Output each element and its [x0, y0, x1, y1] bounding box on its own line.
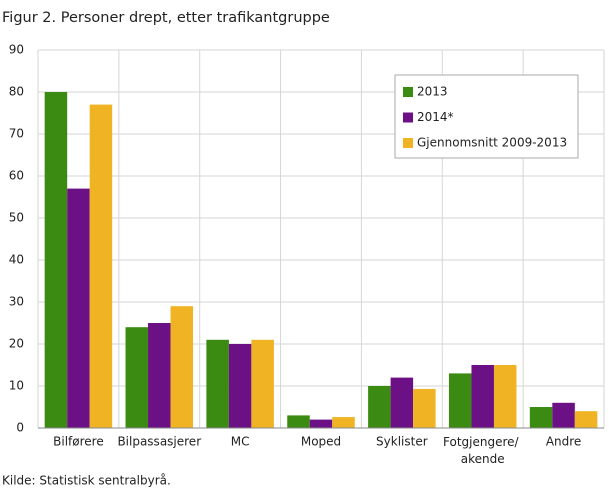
- legend-label: Gjennomsnitt 2009-2013: [417, 136, 567, 150]
- bar: [287, 415, 310, 428]
- bar: [493, 365, 517, 428]
- bar: [368, 386, 391, 428]
- bar: [251, 339, 274, 428]
- bar: [206, 339, 229, 428]
- legend-label: 2013: [417, 85, 448, 99]
- chart-title: Figur 2. Personer drept, etter trafikant…: [2, 10, 330, 26]
- bar: [529, 407, 553, 428]
- bar: [390, 377, 414, 428]
- x-tick-label: Syklister: [376, 435, 428, 449]
- bar: [148, 323, 171, 428]
- y-tick-label: 0: [16, 421, 24, 435]
- legend-swatch: [403, 87, 413, 97]
- bar: [448, 373, 472, 428]
- y-tick-label: 10: [9, 379, 24, 393]
- x-tick-label: Andre: [546, 435, 581, 449]
- bar: [89, 104, 113, 428]
- legend-swatch: [403, 112, 413, 123]
- x-tick-label: Bilførere: [53, 435, 104, 449]
- legend-label: 2014*: [417, 110, 454, 124]
- bar: [332, 417, 355, 428]
- source-note: Kilde: Statistisk sentralbyrå.: [2, 474, 171, 488]
- y-tick-label: 30: [9, 295, 24, 309]
- legend-swatch: [403, 138, 413, 148]
- bar: [228, 344, 252, 428]
- bar: [67, 188, 90, 428]
- y-tick-label: 90: [9, 43, 24, 57]
- bar: [413, 388, 436, 428]
- y-tick-label: 80: [9, 85, 24, 99]
- y-tick-label: 40: [9, 253, 24, 267]
- legend: 2013 2014* Gjennomsnitt 2009-2013: [394, 74, 579, 159]
- y-tick-label: 20: [9, 337, 24, 351]
- y-tick-label: 70: [9, 127, 24, 141]
- bar: [471, 365, 494, 428]
- bar: [44, 92, 68, 428]
- bar: [125, 327, 149, 428]
- bar: [552, 402, 575, 428]
- x-tick-label: Bilpassasjerer: [117, 435, 201, 449]
- legend-box: [394, 74, 579, 159]
- bar: [574, 411, 598, 428]
- y-tick-label: 60: [9, 169, 24, 183]
- x-tick-label: Moped: [301, 435, 341, 449]
- x-tick-label: MC: [231, 435, 250, 449]
- y-tick-label: 50: [9, 211, 24, 225]
- bar: [309, 419, 333, 428]
- x-tick-label: Fotgjengere/ akende: [443, 435, 522, 466]
- bar: [170, 306, 194, 428]
